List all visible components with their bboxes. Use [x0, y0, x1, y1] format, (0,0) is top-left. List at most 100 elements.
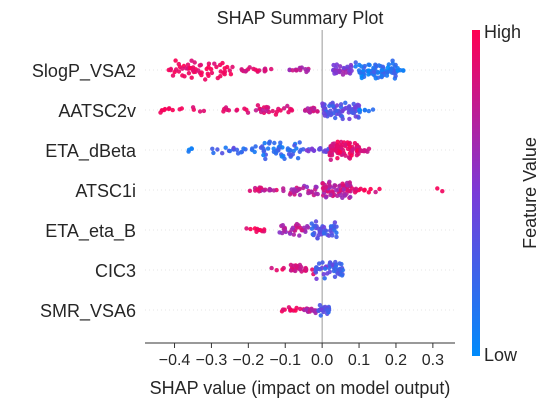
- shap-point: [289, 107, 294, 112]
- shap-point: [288, 268, 294, 273]
- shap-point: [298, 306, 303, 312]
- shap-point: [323, 266, 328, 271]
- shap-point: [340, 108, 345, 113]
- shap-point: [334, 108, 339, 113]
- shap-point: [272, 140, 277, 146]
- shap-point: [328, 144, 334, 149]
- shap-point: [335, 139, 340, 144]
- shap-point: [334, 188, 339, 193]
- shap-point: [376, 63, 382, 68]
- shap-point: [352, 105, 358, 110]
- shap-point: [316, 261, 322, 266]
- shap-point: [264, 108, 269, 114]
- shap-point: [334, 262, 339, 267]
- shap-point: [385, 65, 391, 70]
- x-tick-label: 0.2: [385, 352, 407, 369]
- shap-point: [189, 75, 194, 80]
- shap-point: [334, 234, 339, 240]
- shap-point: [343, 100, 348, 106]
- shap-point: [291, 263, 296, 268]
- shap-point: [277, 230, 282, 235]
- shap-point: [342, 193, 348, 198]
- shap-point: [331, 104, 336, 109]
- x-tick-label: 0.1: [348, 352, 370, 369]
- shap-point: [280, 223, 285, 228]
- shap-points: [158, 58, 445, 318]
- shap-point: [349, 153, 354, 158]
- shap-point: [346, 141, 352, 147]
- shap-point: [390, 61, 395, 66]
- shap-point: [346, 188, 352, 194]
- shap-point: [325, 308, 331, 313]
- shap-point: [190, 67, 196, 72]
- shap-point: [235, 151, 241, 156]
- shap-point: [379, 73, 384, 79]
- shap-point: [328, 157, 333, 162]
- shap-point: [334, 224, 339, 229]
- shap-point: [345, 146, 351, 152]
- shap-point: [253, 144, 258, 149]
- colorbar-title: Feature Value: [520, 137, 540, 249]
- shap-point: [294, 67, 299, 73]
- shap-point: [264, 104, 269, 110]
- feature-label: SMR_VSA6: [40, 301, 136, 322]
- shap-point: [297, 140, 302, 145]
- shap-point: [395, 66, 400, 71]
- shap-point: [221, 109, 226, 114]
- shap-point: [334, 103, 340, 108]
- shap-point: [294, 263, 299, 269]
- shap-point: [314, 184, 319, 190]
- shap-point: [347, 116, 352, 122]
- shap-point: [299, 228, 304, 233]
- shap-point: [263, 68, 268, 73]
- shap-point: [337, 267, 343, 272]
- shap-point: [313, 219, 319, 224]
- shap-point: [310, 232, 315, 237]
- shap-point: [279, 154, 284, 159]
- shap-point: [211, 150, 216, 156]
- shap-point: [222, 66, 227, 71]
- shap-point: [248, 226, 253, 232]
- shap-point: [328, 149, 334, 154]
- shap-point: [206, 64, 211, 70]
- shap-point: [375, 69, 380, 75]
- shap-point: [280, 307, 286, 312]
- shap-point: [341, 65, 346, 71]
- shap-point: [313, 265, 319, 271]
- shap-point: [393, 73, 398, 79]
- shap-point: [332, 274, 338, 279]
- shap-point: [340, 181, 345, 186]
- shap-point: [227, 148, 232, 154]
- shap-point: [362, 108, 367, 113]
- x-tick-label: 0.0: [311, 352, 333, 369]
- shap-point: [209, 70, 215, 76]
- shap-point: [234, 147, 240, 152]
- shap-point: [347, 180, 352, 185]
- shap-point: [239, 68, 245, 73]
- shap-point: [330, 233, 335, 238]
- shap-point: [298, 67, 303, 73]
- shap-point: [371, 65, 376, 71]
- shap-point: [230, 64, 235, 70]
- x-tick-label: 0.3: [422, 352, 444, 369]
- shap-point: [323, 184, 328, 190]
- shap-point: [362, 148, 367, 153]
- shap-point: [337, 261, 342, 266]
- shap-point: [297, 192, 303, 198]
- shap-point: [323, 148, 328, 153]
- shap-point: [380, 64, 386, 70]
- shap-point: [313, 191, 319, 196]
- shap-point: [440, 189, 445, 194]
- shap-point: [258, 185, 264, 190]
- x-tick-label: −0.1: [269, 352, 301, 369]
- shap-point: [315, 236, 320, 241]
- shap-point: [326, 110, 331, 116]
- shap-point: [328, 192, 333, 198]
- shap-point: [243, 69, 248, 74]
- shap-point: [197, 109, 203, 114]
- shap-point: [261, 149, 266, 154]
- shap-point: [214, 64, 219, 70]
- shap-point: [176, 61, 181, 67]
- shap-point: [340, 116, 345, 122]
- shap-point: [234, 108, 239, 113]
